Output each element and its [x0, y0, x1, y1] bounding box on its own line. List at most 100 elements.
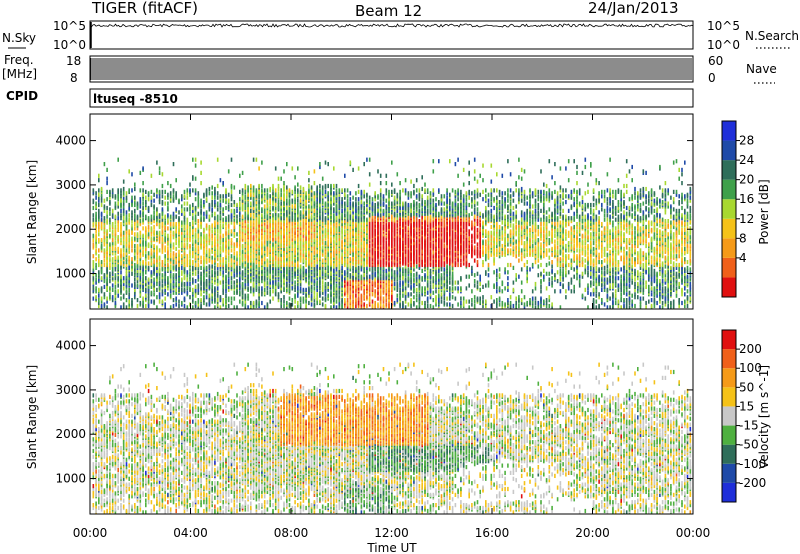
power-cell [258, 210, 260, 215]
power-cell [283, 216, 285, 221]
power-cell [194, 191, 197, 196]
power-cell [280, 249, 282, 254]
power-cell [200, 260, 202, 265]
power-cell [272, 236, 274, 241]
power-cell [205, 273, 208, 278]
power-cell [178, 299, 180, 304]
power-cell [131, 216, 133, 221]
power-cell [208, 202, 211, 208]
power-cell [161, 222, 164, 227]
power-cell [321, 176, 324, 181]
power-cell [194, 243, 197, 249]
power-cell [283, 169, 285, 174]
power-cell [145, 254, 147, 259]
power-cell [111, 213, 114, 218]
power-cell [269, 233, 271, 238]
power-cell [344, 219, 346, 224]
power-cell [183, 207, 186, 212]
power-cell [355, 293, 357, 298]
power-cell [302, 265, 305, 270]
power-cell [125, 226, 128, 231]
power-cell [194, 197, 197, 202]
power-cell [321, 302, 324, 307]
power-cell [239, 229, 241, 234]
power-cell [153, 198, 155, 203]
power-cell [227, 262, 230, 268]
power-cell [252, 248, 255, 253]
power-cell [227, 248, 230, 253]
power-cell [172, 254, 175, 259]
power-cell [194, 188, 197, 193]
power-cell [109, 286, 111, 291]
power-cell [263, 260, 266, 265]
power-cell [156, 258, 158, 263]
power-cell [222, 207, 224, 212]
power-cell [122, 179, 125, 184]
power-cell [158, 276, 161, 281]
power-cell [283, 295, 285, 300]
power-cell [147, 261, 150, 266]
power-cell [349, 246, 352, 251]
power-cell [219, 235, 222, 240]
power-cell [305, 198, 307, 203]
power-cell [100, 192, 103, 197]
power-cell [352, 252, 354, 257]
power-cell [283, 246, 285, 251]
power-cell [164, 267, 166, 272]
power-cell [352, 289, 354, 294]
power-cell [194, 254, 197, 259]
power-cell [120, 257, 122, 262]
power-cell [158, 255, 161, 260]
power-cell [122, 204, 125, 209]
power-cell [109, 249, 111, 254]
power-cell [341, 188, 343, 193]
power-cell [164, 195, 166, 200]
power-cell [120, 224, 122, 230]
power-cell [117, 246, 119, 251]
power-cell [349, 201, 352, 206]
power-cell [294, 293, 296, 298]
power-cell [360, 293, 363, 298]
power-cell [241, 188, 244, 193]
power-cell [294, 246, 296, 251]
power-cell [211, 200, 213, 205]
power-cell [153, 224, 155, 230]
power-cell [181, 204, 183, 209]
power-cell [263, 194, 266, 199]
power-cell [255, 284, 258, 289]
power-cell [344, 188, 346, 193]
power-cell [156, 265, 158, 270]
power-cell [341, 208, 343, 213]
power-cell [189, 254, 191, 259]
power-cell [145, 293, 147, 298]
power-cell [233, 280, 236, 285]
power-cell [214, 220, 216, 225]
power-cell [214, 265, 216, 270]
power-cell [244, 194, 247, 199]
power-cell [128, 299, 130, 304]
power-cell [288, 205, 291, 211]
power-cell [299, 251, 302, 256]
power-cell [122, 216, 125, 221]
power-cell [305, 191, 307, 196]
power-cell [109, 295, 111, 300]
power-cell [327, 239, 329, 244]
power-cell [197, 287, 200, 292]
power-cell [272, 183, 274, 189]
power-cell [183, 194, 186, 199]
power-cell [150, 232, 153, 237]
power-cell [227, 217, 230, 222]
power-cell [106, 265, 108, 270]
power-cell [161, 183, 164, 189]
power-cell [125, 214, 128, 219]
power-cell [98, 198, 100, 203]
power-cell [178, 303, 180, 309]
power-cell [178, 268, 180, 273]
power-cell [294, 208, 296, 213]
power-cell [227, 223, 230, 228]
power-cell [338, 290, 341, 295]
power-cell [106, 189, 108, 194]
power-cell [338, 264, 341, 269]
power-cell [169, 257, 172, 262]
power-cell [114, 194, 117, 199]
